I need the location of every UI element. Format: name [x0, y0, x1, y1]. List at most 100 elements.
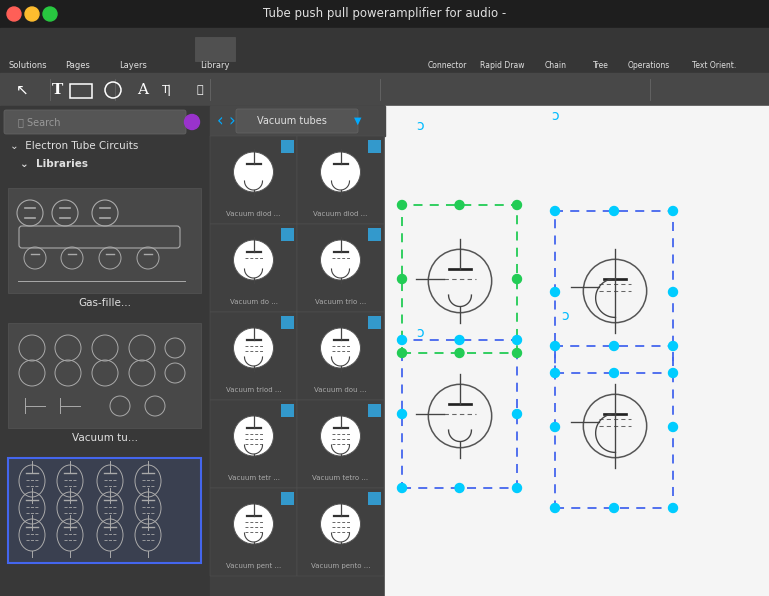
Circle shape [7, 7, 21, 21]
Bar [555, 346, 673, 508]
Text: Text Orient.: Text Orient. [692, 61, 736, 70]
Bar [297, 224, 384, 312]
Circle shape [610, 206, 618, 216]
Circle shape [25, 7, 39, 21]
Circle shape [610, 504, 618, 513]
Circle shape [610, 342, 618, 350]
Circle shape [668, 423, 677, 432]
Bar [8, 188, 201, 293]
FancyBboxPatch shape [4, 110, 186, 134]
Text: ‹: ‹ [217, 112, 223, 130]
Bar [297, 400, 384, 488]
Bar [0, 73, 769, 106]
Bar [368, 404, 381, 417]
Bar [8, 323, 201, 428]
FancyBboxPatch shape [236, 109, 358, 133]
Text: Vacuum tu...: Vacuum tu... [72, 433, 138, 443]
Bar [368, 228, 381, 241]
Circle shape [551, 504, 560, 513]
Text: 🔍 Search: 🔍 Search [18, 117, 61, 127]
Text: Vacuum pent ...: Vacuum pent ... [226, 563, 281, 569]
Circle shape [455, 200, 464, 210]
Circle shape [512, 200, 521, 210]
Bar [297, 488, 384, 576]
Text: T: T [52, 83, 62, 97]
Bar [8, 37, 48, 61]
Text: ↄ: ↄ [551, 109, 559, 123]
Circle shape [321, 152, 361, 192]
Bar [8, 458, 201, 563]
Text: Connector: Connector [428, 61, 467, 70]
Circle shape [551, 342, 560, 350]
Bar [195, 37, 235, 61]
Circle shape [234, 328, 274, 368]
Bar [281, 492, 294, 505]
Bar [281, 140, 294, 153]
Bar [210, 224, 297, 312]
Text: T▏: T▏ [162, 85, 178, 95]
Circle shape [551, 423, 560, 432]
Text: Tube push pull poweramplifier for audio -: Tube push pull poweramplifier for audio … [263, 8, 506, 20]
Text: ⌄  Electron Tube Circuits: ⌄ Electron Tube Circuits [10, 141, 138, 151]
Text: Vacuum tubes: Vacuum tubes [257, 116, 327, 126]
Bar [210, 400, 297, 488]
Bar [0, 28, 769, 73]
Bar [210, 106, 385, 136]
Circle shape [321, 416, 361, 456]
Bar [297, 312, 384, 400]
Circle shape [455, 336, 464, 344]
Circle shape [321, 240, 361, 280]
Text: ⌄  Libraries: ⌄ Libraries [20, 159, 88, 169]
Circle shape [668, 342, 677, 350]
Bar [210, 136, 297, 224]
Circle shape [455, 349, 464, 358]
Bar [297, 136, 384, 224]
Bar [281, 316, 294, 329]
Bar [113, 37, 153, 61]
Text: Rapid Draw: Rapid Draw [480, 61, 524, 70]
Text: Vacuum tetr ...: Vacuum tetr ... [228, 475, 279, 481]
Bar [555, 211, 673, 373]
Text: Gas-fille...: Gas-fille... [78, 298, 131, 308]
Bar [70, 84, 92, 98]
Bar [368, 316, 381, 329]
Bar [368, 492, 381, 505]
Circle shape [234, 504, 274, 544]
Text: ›: › [228, 112, 235, 130]
Text: Vacuum dou ...: Vacuum dou ... [315, 387, 367, 393]
Circle shape [185, 114, 199, 129]
Bar [368, 140, 381, 153]
Circle shape [512, 349, 521, 358]
Circle shape [551, 206, 560, 216]
Bar [0, 0, 769, 28]
Bar [385, 106, 769, 596]
Circle shape [668, 287, 677, 296]
Circle shape [398, 200, 407, 210]
Text: ↖: ↖ [15, 82, 28, 98]
Text: A: A [138, 83, 148, 97]
Text: Vacuum triod ...: Vacuum triod ... [225, 387, 281, 393]
Circle shape [398, 483, 407, 492]
Circle shape [668, 368, 677, 377]
Bar [281, 228, 294, 241]
Circle shape [234, 416, 274, 456]
Text: Vacuum do ...: Vacuum do ... [229, 299, 278, 305]
Text: ↄ: ↄ [416, 326, 424, 340]
Circle shape [512, 409, 521, 418]
Circle shape [398, 336, 407, 344]
Circle shape [234, 152, 274, 192]
Circle shape [512, 275, 521, 284]
Text: ↄ: ↄ [416, 119, 424, 133]
Text: Chain: Chain [545, 61, 567, 70]
Circle shape [398, 349, 407, 358]
Circle shape [398, 275, 407, 284]
Circle shape [234, 240, 274, 280]
Circle shape [551, 287, 560, 296]
Text: Solutions: Solutions [8, 61, 48, 70]
Bar [58, 37, 98, 61]
Text: Vacuum diod ...: Vacuum diod ... [313, 211, 368, 217]
Circle shape [512, 483, 521, 492]
Circle shape [610, 368, 618, 377]
Text: ↄ: ↄ [561, 309, 569, 323]
Text: 💬: 💬 [197, 85, 203, 95]
